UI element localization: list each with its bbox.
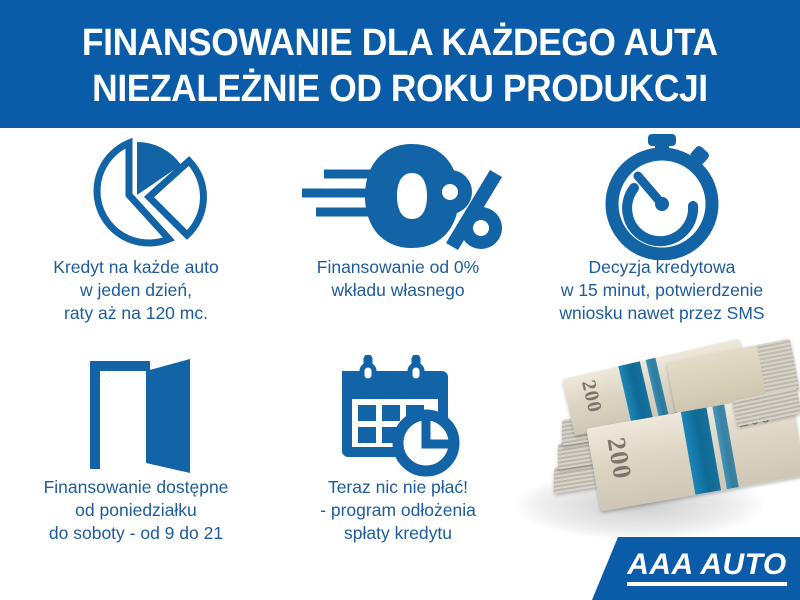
features-grid: Kredyt na każde auto w jeden dzień, raty… [0, 128, 800, 600]
feature-line: spłaty kredytu [344, 523, 452, 543]
money-photo: 200 200 200 [514, 338, 800, 550]
header-band: FINANSOWANIE DLA KAŻDEGO AUTA NIEZALEŻNI… [0, 0, 800, 128]
feature-line: - program odłożenia [320, 500, 476, 520]
feature-line: w 15 minut, potwierdzenie [560, 280, 764, 300]
feature-opening-hours: Finansowanie dostępne od poniedziałku do… [0, 356, 272, 545]
feature-line: wkładu własnego [331, 280, 465, 300]
feature-line: wniosku nawet przez SMS [559, 303, 765, 323]
headline-line-1: FINANSOWANIE DLA KAŻDEGO AUTA [82, 22, 718, 64]
stopwatch-icon [596, 134, 728, 260]
feature-line: raty aż na 120 mc. [64, 303, 208, 323]
calendar-clock-icon [332, 355, 464, 477]
feature-zero-percent-text: Finansowanie od 0% wkładu własnego [317, 256, 479, 302]
feature-zero-percent: Finansowanie od 0% wkładu własnego [272, 136, 524, 302]
feature-line: do soboty - od 9 do 21 [48, 523, 224, 543]
zero-percent-icon [294, 136, 502, 256]
logo-underline [627, 581, 787, 586]
feature-line: Teraz nic nie płać! [327, 477, 469, 497]
feature-decision: Decyzja kredytowa w 15 minut, potwierdze… [524, 134, 800, 325]
feature-line: od poniedziałku [75, 500, 197, 520]
feature-line: Finansowanie dostępne [43, 477, 229, 497]
logo-inner: AAA AUTO [627, 549, 787, 586]
feature-decision-text: Decyzja kredytowa w 15 minut, potwierdze… [559, 256, 764, 325]
feature-line: Finansowanie od 0% [316, 257, 480, 277]
logo-text: AAA AUTO [627, 547, 787, 581]
feature-opening-hours-text: Finansowanie dostępne od poniedziałku do… [44, 476, 229, 545]
feature-credit: Kredyt na każde auto w jeden dzień, raty… [0, 136, 272, 325]
feature-credit-text: Kredyt na każde auto w jeden dzień, raty… [53, 256, 218, 325]
aaa-auto-logo[interactable]: AAA AUTO [592, 537, 800, 600]
feature-line: Decyzja kredytowa [588, 257, 736, 277]
headline-line-2: NIEZALEŻNIE OD ROKU PRODUKCJI [92, 68, 708, 110]
feature-deferred-payment-text: Teraz nic nie płać! - program odłożenia … [320, 476, 476, 545]
pie-chart-icon [61, 136, 211, 256]
open-door-icon [72, 356, 200, 476]
feature-line: w jeden dzień, [80, 280, 192, 300]
feature-deferred-payment: Teraz nic nie płać! - program odłożenia … [272, 355, 524, 545]
feature-line: Kredyt na każde auto [53, 257, 219, 277]
